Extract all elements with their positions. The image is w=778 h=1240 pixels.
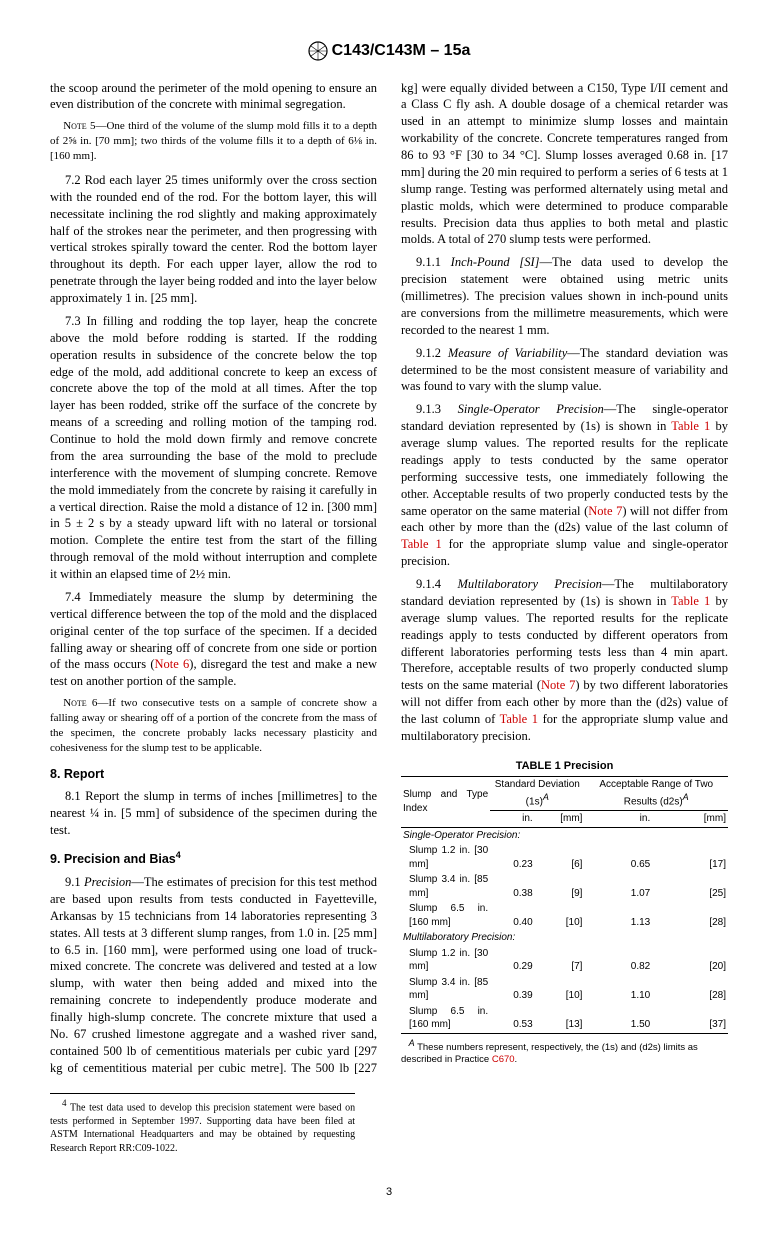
p912-lead: 9.1.2 Measure of Variability bbox=[416, 346, 567, 360]
p913-lead: 9.1.3 Single-Operator Precision bbox=[416, 402, 604, 416]
r4d: [20] bbox=[652, 946, 728, 975]
table-1-block: TABLE 1 Precision Slump and Type Index S… bbox=[401, 759, 728, 1067]
r1a: 0.23 bbox=[490, 843, 535, 872]
table-row: Slump 3.4 in. [85 mm]0.39[10]1.10[28] bbox=[401, 975, 728, 1004]
para-9-1-4: 9.1.4 Multilaboratory Precision—The mult… bbox=[401, 576, 728, 745]
table-1-title: TABLE 1 Precision bbox=[401, 759, 728, 774]
footnote-4-text: The test data used to develop this preci… bbox=[50, 1102, 355, 1154]
section-9-text: 9. Precision and Bias bbox=[50, 852, 176, 866]
table-row: Slump 1.2 in. [30 mm]0.23[6]0.65[17] bbox=[401, 843, 728, 872]
para-9-1-1: 9.1.1 Inch-Pound [SI]—The data used to d… bbox=[401, 254, 728, 338]
para-7-4: 7.4 Immediately measure the slump by det… bbox=[50, 589, 377, 690]
p91a: —The estimates of precision for this tes… bbox=[50, 875, 377, 990]
note-6-label: Note 6— bbox=[63, 697, 108, 709]
r6l: Slump 6.5 in. [160 mm] bbox=[401, 1004, 490, 1034]
table-1-note: A These numbers represent, respectively,… bbox=[401, 1037, 728, 1068]
r6c: 1.50 bbox=[584, 1004, 652, 1034]
r1l: Slump 1.2 in. [30 mm] bbox=[401, 843, 490, 872]
r2a: 0.38 bbox=[490, 872, 535, 901]
th-sd: Standard Deviation (1s)A bbox=[490, 776, 584, 810]
table-row: Slump 3.4 in. [85 mm]0.38[9]1.07[25] bbox=[401, 872, 728, 901]
tbl-note-text: These numbers represent, respectively, t… bbox=[401, 1042, 698, 1066]
footnote-4-ref[interactable]: 4 bbox=[176, 850, 181, 860]
r5c: 1.10 bbox=[584, 975, 652, 1004]
note-5-label: Note 5— bbox=[63, 120, 106, 132]
para-9-1-3: 9.1.3 Single-Operator Precision—The sing… bbox=[401, 401, 728, 570]
table-row: Slump 6.5 in. [160 mm]0.40[10]1.13[28] bbox=[401, 901, 728, 930]
table1-link-2[interactable]: Table 1 bbox=[401, 537, 442, 551]
r3b: [10] bbox=[535, 901, 585, 930]
note-5: Note 5—One third of the volume of the sl… bbox=[50, 119, 377, 164]
para-8-1: 8.1 Report the slump in terms of inches … bbox=[50, 788, 377, 839]
note-6: Note 6—If two consecutive tests on a sam… bbox=[50, 696, 377, 755]
footnote-4-num: 4 bbox=[62, 1098, 67, 1108]
r1d: [17] bbox=[652, 843, 728, 872]
c670-link[interactable]: C670 bbox=[492, 1054, 515, 1065]
r6a: 0.53 bbox=[490, 1004, 535, 1034]
th-sd-sup: A bbox=[543, 792, 549, 802]
r3l: Slump 6.5 in. [160 mm] bbox=[401, 901, 490, 930]
para-9-1-2: 9.1.2 Measure of Variability—The standar… bbox=[401, 345, 728, 396]
table-row: Slump 1.2 in. [30 mm]0.29[7]0.82[20] bbox=[401, 946, 728, 975]
th-range-sup: A bbox=[683, 792, 689, 802]
r3d: [28] bbox=[652, 901, 728, 930]
r4l: Slump 1.2 in. [30 mm] bbox=[401, 946, 490, 975]
tbl-note-sup: A bbox=[409, 1038, 415, 1048]
note-6-link[interactable]: Note 6 bbox=[154, 657, 189, 671]
para-7-2: 7.2 Rod each layer 25 times uniformly ov… bbox=[50, 172, 377, 307]
th-sd-text: Standard Deviation (1s) bbox=[495, 779, 580, 808]
r4a: 0.29 bbox=[490, 946, 535, 975]
table1-link-4[interactable]: Table 1 bbox=[500, 712, 538, 726]
r3a: 0.40 bbox=[490, 901, 535, 930]
r6b: [13] bbox=[535, 1004, 585, 1034]
r5a: 0.39 bbox=[490, 975, 535, 1004]
body-columns: the scoop around the perimeter of the mo… bbox=[50, 80, 728, 1077]
u-mm-2: [mm] bbox=[652, 811, 728, 828]
table-row: Slump 6.5 in. [160 mm]0.53[13]1.50[37] bbox=[401, 1004, 728, 1034]
th-range-text: Acceptable Range of Two Results (d2s) bbox=[599, 779, 713, 808]
u-in-2: in. bbox=[584, 811, 652, 828]
page-header: C143/C143M – 15a bbox=[50, 40, 728, 62]
u-mm-1: [mm] bbox=[535, 811, 585, 828]
r2b: [9] bbox=[535, 872, 585, 901]
tbl-sec-2: Multilaboratory Precision: bbox=[401, 930, 728, 946]
r2d: [25] bbox=[652, 872, 728, 901]
p91-lead: 9.1 Precision bbox=[65, 875, 131, 889]
table1-link-3[interactable]: Table 1 bbox=[671, 594, 710, 608]
r4c: 0.82 bbox=[584, 946, 652, 975]
r6d: [37] bbox=[652, 1004, 728, 1034]
r3c: 1.13 bbox=[584, 901, 652, 930]
note7-link-1[interactable]: Note 7 bbox=[588, 504, 622, 518]
u-in-1: in. bbox=[490, 811, 535, 828]
r2c: 1.07 bbox=[584, 872, 652, 901]
r2l: Slump 3.4 in. [85 mm] bbox=[401, 872, 490, 901]
section-9-head: 9. Precision and Bias4 bbox=[50, 849, 377, 868]
footnote-4: 4 The test data used to develop this pre… bbox=[50, 1093, 355, 1155]
th-index: Slump and Type Index bbox=[401, 776, 490, 827]
r1c: 0.65 bbox=[584, 843, 652, 872]
p913d: for the appropriate slump value and sing… bbox=[401, 537, 728, 568]
table1-link-1[interactable]: Table 1 bbox=[671, 419, 710, 433]
table-1: Slump and Type Index Standard Deviation … bbox=[401, 776, 728, 1034]
r5d: [28] bbox=[652, 975, 728, 1004]
lead-para: the scoop around the perimeter of the mo… bbox=[50, 80, 377, 114]
para-7-3: 7.3 In filling and rodding the top layer… bbox=[50, 313, 377, 583]
astm-logo-icon bbox=[308, 41, 328, 61]
p911-lead: 9.1.1 Inch-Pound [SI] bbox=[416, 255, 539, 269]
note7-link-2[interactable]: Note 7 bbox=[541, 678, 575, 692]
r5b: [10] bbox=[535, 975, 585, 1004]
designation: C143/C143M – 15a bbox=[332, 42, 471, 59]
page-number: 3 bbox=[50, 1185, 728, 1200]
p914-lead: 9.1.4 Multilaboratory Precision bbox=[416, 577, 602, 591]
r4b: [7] bbox=[535, 946, 585, 975]
r1b: [6] bbox=[535, 843, 585, 872]
section-8-head: 8. Report bbox=[50, 766, 377, 783]
r5l: Slump 3.4 in. [85 mm] bbox=[401, 975, 490, 1004]
th-range: Acceptable Range of Two Results (d2s)A bbox=[584, 776, 728, 810]
tbl-sec-1: Single-Operator Precision: bbox=[401, 827, 728, 843]
